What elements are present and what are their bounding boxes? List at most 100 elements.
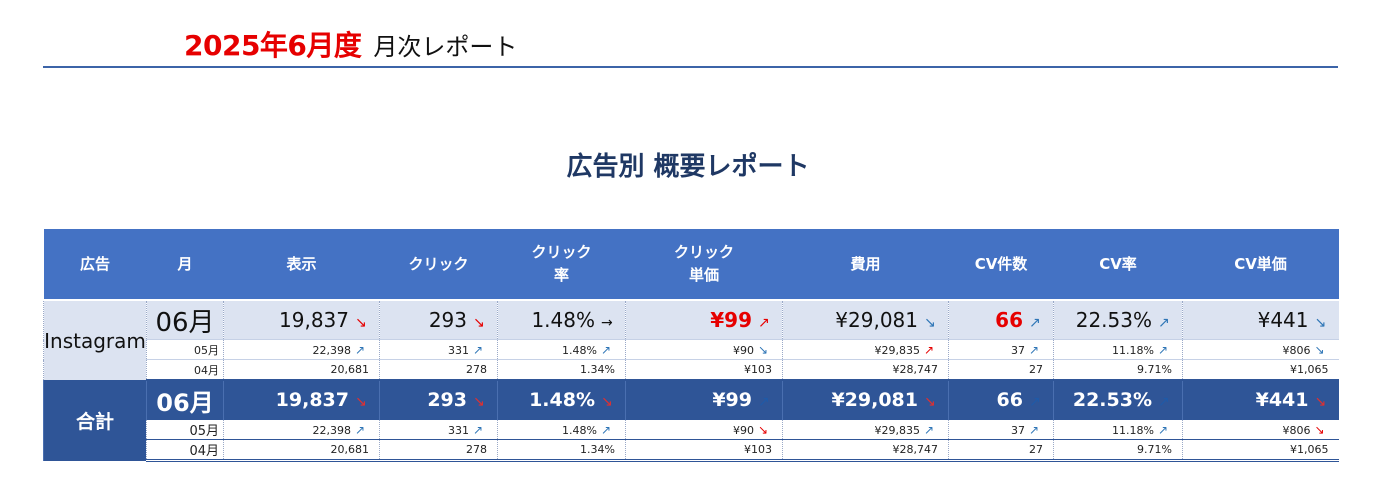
clicks-value: 293 [428, 308, 467, 332]
cpa-value: ¥441 [1255, 389, 1309, 411]
cv-count-cell: 66 ↗ [948, 380, 1054, 420]
trend-up-icon: ↗ [1029, 394, 1041, 410]
col-header-impressions: 表示 [223, 229, 380, 300]
impressions-cell: 22,398 ↗ [223, 419, 380, 440]
cost-cell: ¥29,835 ↗ [782, 339, 949, 360]
table-row: 合計 06月 19,837 ↘ 293 ↘ 1.48% ↘ ¥99 ↗ ¥29,081 ↘… [43, 380, 1339, 461]
table-row: Instagram 06月 19,837 ↘ 293 ↘ 1.48% → ¥99 ↗ ¥… [43, 299, 1339, 380]
cost-value: ¥29,081 [835, 308, 918, 332]
cv-rate-cell: 9.71% [1053, 359, 1183, 381]
table-row: 05月 22,398 ↗ 331 ↗ 1.48% ↗ ¥90 ↘ ¥29,835 ↗ 37… [44, 339, 1339, 360]
trend-down-icon: ↘ [355, 394, 367, 410]
impressions-cell: 20,681 [223, 439, 380, 462]
cpa-cell: ¥806 ↘ [1182, 339, 1339, 360]
trend-down-icon: ↘ [1314, 342, 1325, 357]
month-cell: 05月 [146, 419, 224, 440]
cv-count-cell: 27 [948, 439, 1054, 462]
trend-up-icon: ↗ [1029, 342, 1040, 357]
ctr-cell: 1.48% → [497, 299, 626, 340]
clicks-cell: 331 ↗ [379, 419, 498, 440]
trend-up-icon: ↗ [1158, 342, 1169, 357]
ctr-cell: 1.34% [497, 439, 626, 462]
cpc-value: ¥99 [710, 308, 752, 332]
cv-rate-cell: 9.71% [1053, 439, 1183, 462]
trend-up-icon: ↗ [1158, 394, 1170, 410]
cv-rate-cell: 22.53% ↗ [1053, 299, 1183, 340]
cv-count-cell: 37 ↗ [948, 339, 1054, 360]
cv-rate-cell: 22.53% ↗ [1053, 380, 1183, 420]
cv-count-cell: 66 ↗ [948, 299, 1054, 340]
cv-rate-value: 22.53% [1072, 389, 1152, 411]
clicks-value: 331 [448, 343, 469, 357]
cv-count-value: 37 [1011, 423, 1025, 437]
cpa-cell: ¥806 ↘ [1182, 419, 1339, 440]
trend-down-icon: ↘ [758, 422, 769, 437]
trend-down-icon: ↘ [758, 342, 769, 357]
cpa-cell: ¥441 ↘ [1182, 299, 1339, 340]
impressions-value: 19,837 [275, 389, 349, 411]
cost-value: ¥29,835 [874, 423, 921, 437]
cv-rate-value: 11.18% [1112, 343, 1154, 357]
table-header-row: 広告 月 表示 クリック クリック 率 クリック 単価 費用 CV件数 CV率 … [43, 229, 1339, 300]
clicks-cell: 293 ↘ [379, 380, 498, 420]
trend-up-icon: ↗ [473, 422, 484, 437]
table-row: 04月 20,681 278 1.34% ¥103 ¥28,747 27 9.7… [44, 359, 1339, 381]
cost-value: ¥29,081 [831, 389, 918, 411]
report-title: 月次レポート [373, 33, 518, 61]
trend-up-icon: ↗ [1029, 315, 1041, 331]
trend-up-icon: ↗ [924, 422, 935, 437]
cpa-value: ¥441 [1257, 308, 1309, 332]
cv-rate-cell: 11.18% ↗ [1053, 419, 1183, 440]
trend-down-icon: ↘ [1314, 315, 1327, 331]
col-header-cpa: CV単価 [1182, 229, 1339, 300]
ad-summary-table: 広告 月 表示 クリック クリック 率 クリック 単価 費用 CV件数 CV率 … [43, 229, 1339, 462]
trend-up-icon: ↗ [758, 315, 770, 331]
col-header-ad: 広告 [43, 229, 147, 300]
impressions-value: 22,398 [312, 423, 352, 437]
trend-up-icon: ↗ [601, 342, 612, 357]
report-period: 2025年6月度 [184, 29, 362, 62]
cost-value: ¥29,835 [874, 343, 921, 357]
cpa-cell: ¥441 ↘ [1182, 380, 1339, 420]
trend-down-icon: ↘ [473, 315, 485, 331]
cpc-value: ¥99 [712, 389, 752, 411]
cv-count-cell: 37 ↗ [948, 419, 1054, 440]
trend-up-icon: ↗ [355, 342, 366, 357]
cv-rate-cell: 11.18% ↗ [1053, 339, 1183, 360]
cost-cell: ¥29,081 ↘ [782, 299, 949, 340]
trend-flat-icon: → [601, 315, 613, 331]
cpa-value: ¥806 [1282, 423, 1311, 437]
clicks-cell: 278 [379, 359, 498, 381]
instagram-block: Instagram 06月 19,837 ↘ 293 ↘ 1.48% → ¥99 ↗ ¥… [43, 299, 1339, 381]
trend-down-icon: ↘ [924, 394, 936, 410]
ctr-cell: 1.48% ↗ [497, 419, 626, 440]
col-header-cost: 費用 [782, 229, 949, 300]
ctr-value: 1.48% [562, 343, 597, 357]
impressions-cell: 20,681 [223, 359, 380, 381]
clicks-value: 293 [427, 389, 467, 411]
section-title: 広告別 概要レポート [566, 152, 810, 182]
cpc-cell: ¥103 [625, 439, 783, 462]
ctr-value: 1.48% [529, 389, 595, 411]
ctr-cell: 1.48% ↘ [497, 380, 626, 420]
table-row: 05月 22,398 ↗ 331 ↗ 1.48% ↗ ¥90 ↘ ¥29,835 ↗ 37… [44, 419, 1339, 440]
ctr-cell: 1.48% ↗ [497, 339, 626, 360]
trend-up-icon: ↗ [473, 342, 484, 357]
report-header: 2025年6月度 月次レポート [184, 24, 517, 64]
col-header-month: 月 [146, 229, 224, 300]
impressions-cell: 19,837 ↘ [223, 380, 380, 420]
trend-up-icon: ↗ [758, 394, 770, 410]
cpa-cell: ¥1,065 [1182, 359, 1339, 381]
cv-count-value: 66 [996, 389, 1023, 411]
month-cell: 06月 [146, 299, 224, 340]
cv-rate-value: 11.18% [1112, 423, 1154, 437]
cpc-cell: ¥99 ↗ [625, 299, 783, 340]
col-header-cpc: クリック 単価 [625, 229, 783, 300]
ctr-cell: 1.34% [497, 359, 626, 381]
cost-cell: ¥29,835 ↗ [782, 419, 949, 440]
trend-up-icon: ↗ [601, 422, 612, 437]
cv-count-cell: 27 [948, 359, 1054, 381]
trend-up-icon: ↗ [355, 422, 366, 437]
clicks-value: 331 [448, 423, 469, 437]
cpc-cell: ¥90 ↘ [625, 339, 783, 360]
